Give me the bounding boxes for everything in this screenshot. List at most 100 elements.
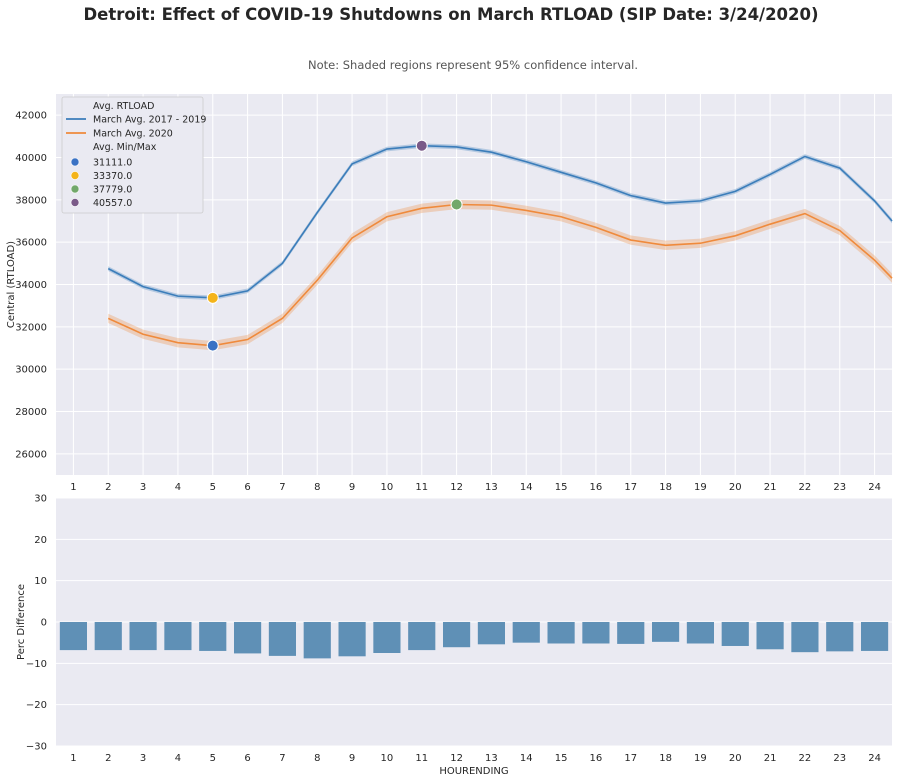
line-chart-y-axis-label: Central (RTLOAD)	[6, 241, 17, 328]
y-tick-label: −10	[26, 659, 47, 670]
x-tick-label: 17	[624, 753, 637, 764]
bar-hour-22	[791, 622, 819, 653]
bar-hour-2	[94, 622, 122, 651]
bar-hour-21	[756, 622, 784, 650]
legend-title-lines: Avg. RTLOAD	[93, 101, 154, 112]
x-tick-label: 20	[729, 753, 742, 764]
y-tick-label: 36000	[15, 238, 47, 249]
x-tick-label: 8	[314, 482, 320, 493]
bar-chart-x-axis-label: HOURENDING	[439, 766, 508, 777]
bar-hour-10	[373, 622, 401, 653]
x-tick-label: 2	[105, 482, 111, 493]
x-tick-label: 14	[520, 482, 533, 493]
x-tick-label: 10	[381, 482, 394, 493]
bar-chart-x-tick-labels: 1 2 3 4 5 6 7 8 9 10 11 12 13 14 15 16 17 18 19 20 21 22 23 24	[70, 753, 881, 764]
x-tick-label: 13	[485, 482, 498, 493]
line-chart-series	[107, 143, 893, 351]
bar-chart-y-tick-labels: −30 −20 −10 0 10 20 30	[26, 494, 47, 753]
legend-dot-37779	[70, 184, 80, 194]
series-2020-line	[107, 203, 893, 347]
y-tick-label: 26000	[15, 449, 47, 460]
legend-label-33370: 33370.0	[93, 171, 132, 182]
x-tick-label: 20	[729, 482, 742, 493]
x-tick-label: 6	[244, 482, 250, 493]
y-tick-label: 42000	[15, 111, 47, 122]
x-tick-label: 11	[415, 482, 428, 493]
chart-subtitle: Note: Shaded regions represent 95% confi…	[308, 58, 638, 72]
legend-dot-33370	[70, 171, 80, 180]
bar-hour-19	[686, 622, 715, 644]
bar-hour-9	[338, 622, 366, 657]
chart-title: Detroit: Effect of COVID-19 Shutdowns on…	[83, 5, 819, 24]
bar-chart-grid	[56, 497, 892, 747]
bar-hour-3	[129, 622, 157, 651]
y-tick-label: 40000	[15, 153, 47, 164]
legend-label-40557: 40557.0	[93, 198, 132, 209]
y-tick-label: 20	[34, 535, 47, 546]
x-tick-label: 16	[590, 482, 603, 493]
x-tick-label: 7	[279, 753, 285, 764]
series-2017-2019-line	[107, 144, 893, 299]
x-tick-label: 3	[140, 753, 146, 764]
legend-label-31111: 31111.0	[93, 158, 132, 169]
series-2020-ci-band	[108, 199, 892, 351]
line-chart-markers	[206, 139, 463, 352]
bar-hour-8	[303, 622, 331, 659]
bar-hour-6	[233, 622, 262, 654]
x-tick-label: 22	[799, 753, 812, 764]
bar-hour-17	[617, 622, 645, 644]
x-tick-label: 7	[279, 482, 285, 493]
bar-hour-1	[59, 622, 88, 651]
y-tick-label: 32000	[15, 322, 47, 333]
x-tick-label: 19	[694, 482, 707, 493]
bar-hour-24	[860, 622, 889, 651]
bar-chart-bars	[59, 622, 889, 659]
y-tick-label: −30	[26, 742, 47, 753]
bar-hour-18	[651, 622, 680, 642]
bar-hour-14	[512, 622, 540, 643]
y-tick-label: 10	[34, 576, 47, 587]
x-tick-label: 6	[244, 753, 250, 764]
legend: Avg. RTLOAD March Avg. 2017 - 2019 March…	[61, 96, 206, 214]
bar-hour-11	[408, 622, 436, 651]
x-tick-label: 23	[833, 753, 846, 764]
y-tick-label: 28000	[15, 407, 47, 418]
y-tick-label: 30000	[15, 365, 47, 376]
x-tick-label: 13	[485, 753, 498, 764]
x-tick-label: 4	[175, 753, 181, 764]
x-tick-label: 5	[210, 482, 216, 493]
bar-chart-y-axis-label: Perc Difference	[16, 584, 27, 660]
y-tick-label: 34000	[15, 280, 47, 291]
bar-hour-20	[721, 622, 749, 646]
line-chart-panel: 26000 28000 30000 32000 34000 36000 38000 40000…	[6, 94, 893, 493]
x-tick-label: 15	[555, 482, 568, 493]
legend-title-markers: Avg. Min/Max	[93, 142, 157, 153]
bar-hour-4	[164, 622, 192, 651]
marker-31111	[206, 339, 219, 352]
legend-label-2017-2019: March Avg. 2017 - 2019	[93, 115, 206, 126]
x-tick-label: 12	[450, 753, 463, 764]
x-tick-label: 22	[799, 482, 812, 493]
bar-hour-7	[268, 622, 297, 656]
x-tick-label: 4	[175, 482, 181, 493]
line-chart-y-tick-labels: 26000 28000 30000 32000 34000 36000 38000 40000…	[15, 111, 47, 461]
x-tick-label: 3	[140, 482, 146, 493]
bar-hour-12	[442, 622, 471, 648]
x-tick-label: 23	[833, 482, 846, 493]
x-tick-label: 24	[868, 482, 881, 493]
marker-33370	[206, 291, 219, 304]
y-tick-label: 30	[34, 494, 47, 505]
bar-hour-16	[582, 622, 610, 644]
x-tick-label: 18	[659, 753, 672, 764]
legend-label-37779: 37779.0	[93, 185, 132, 196]
x-tick-label: 9	[349, 753, 355, 764]
y-tick-label: −20	[26, 700, 47, 711]
x-tick-label: 15	[555, 753, 568, 764]
bar-hour-13	[477, 622, 506, 645]
legend-box	[61, 96, 204, 214]
x-tick-label: 5	[210, 753, 216, 764]
x-tick-label: 14	[520, 753, 533, 764]
marker-37779	[450, 198, 463, 211]
